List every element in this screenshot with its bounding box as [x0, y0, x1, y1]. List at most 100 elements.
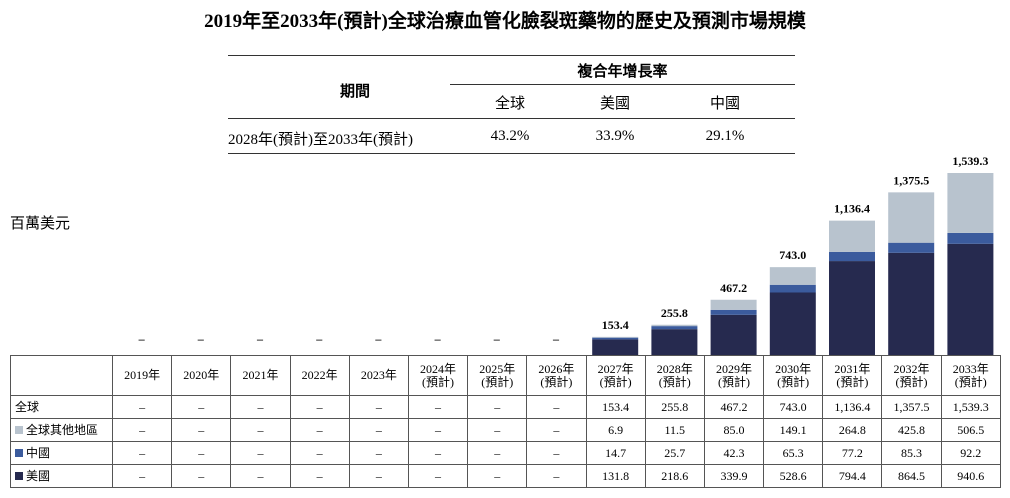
- value-cell: –: [289, 464, 350, 488]
- category-cell: 2030年 (預計): [763, 355, 824, 396]
- data-row: 全球其他地區 – – – – – – – –6.9 11.5 85.0 149.1 264.8 425.8…: [10, 418, 1001, 442]
- value-cell: 25.7: [644, 441, 705, 465]
- value-cell: –: [111, 418, 173, 442]
- value-cell: –: [230, 395, 291, 419]
- row-label: 美國: [26, 468, 51, 483]
- value-cell: –: [230, 464, 291, 488]
- value-cell: –: [526, 395, 587, 419]
- table-rule: [228, 153, 795, 154]
- category-cell: 2029年 (預計): [703, 355, 765, 396]
- category-cell: 2020年: [171, 355, 232, 396]
- bar-total-label: –: [493, 332, 501, 346]
- bar-segment: [947, 243, 994, 355]
- bar-segment: [651, 326, 698, 330]
- value-cell: 77.2: [822, 441, 883, 465]
- bar-segment: [592, 336, 639, 338]
- value-cell: 42.3: [703, 441, 765, 465]
- chart-title: 2019年至2033年(預計)全球治療血管化臉裂斑藥物的歷史及預測市場規模: [204, 11, 806, 32]
- value-cell: –: [111, 464, 173, 488]
- bar-total-label: 153.4: [602, 318, 629, 332]
- value-cell: –: [289, 395, 350, 419]
- legend-swatch: [15, 448, 23, 457]
- region-header: 美國: [599, 96, 630, 112]
- value-cell: –: [171, 395, 232, 419]
- bar-segment: [769, 284, 816, 293]
- bar-total-label: –: [138, 332, 146, 346]
- value-cell: 14.7: [585, 441, 646, 465]
- bar-segment: [769, 267, 816, 285]
- value-cell: –: [230, 418, 291, 442]
- bar-segment: [947, 232, 994, 244]
- bar-segment: [710, 309, 757, 315]
- row-label-cell: 全球其他地區: [10, 418, 113, 442]
- table-rule: [228, 118, 795, 119]
- row-label: 中國: [26, 445, 51, 460]
- value-cell: 149.1: [763, 418, 824, 442]
- bar-segment: [888, 192, 935, 243]
- region-header: 中國: [709, 96, 740, 112]
- category-cell: 2028年 (預計): [644, 355, 705, 396]
- cagr-value: 43.2%: [490, 128, 530, 144]
- value-cell: 1,539.3: [940, 395, 1001, 419]
- bar-segment: [592, 339, 639, 355]
- value-cell: –: [111, 395, 173, 419]
- corner-cell: [10, 355, 113, 396]
- value-cell: 264.8: [822, 418, 883, 442]
- bar-total-label: 255.8: [661, 306, 688, 320]
- category-cell: 2024年 (預計): [407, 355, 469, 396]
- table-rule: [450, 84, 795, 85]
- bar-total-label: 1,375.5: [893, 173, 929, 187]
- bar-segment: [710, 314, 757, 355]
- category-cell: 2027年 (預計): [585, 355, 646, 396]
- bar-segment: [829, 220, 875, 252]
- value-cell: 1,136.4: [822, 395, 883, 419]
- value-cell: –: [407, 418, 469, 442]
- value-cell: –: [171, 464, 232, 488]
- value-cell: 864.5: [881, 464, 942, 488]
- bar-total-label: –: [256, 332, 264, 346]
- period: 2028年(預計)至2033年(預計): [228, 132, 413, 148]
- value-cell: 65.3: [763, 441, 824, 465]
- value-cell: –: [407, 464, 469, 488]
- value-cell: 339.9: [703, 464, 765, 488]
- value-cell: –: [526, 441, 587, 465]
- data-table: 2019年 2020年 2021年 2022年 2023年 2024年 (預計) 2025年…: [10, 355, 1001, 488]
- row-label-cell: 中國: [10, 441, 113, 465]
- value-cell: 131.8: [585, 464, 646, 488]
- value-cell: –: [289, 441, 350, 465]
- value-cell: –: [407, 395, 469, 419]
- value-cell: 940.6: [940, 464, 1001, 488]
- value-cell: –: [348, 464, 409, 488]
- bar-total-label: 467.2: [720, 281, 747, 295]
- value-cell: 6.9: [585, 418, 646, 442]
- category-cell: 2025年 (預計): [467, 355, 528, 396]
- value-cell: –: [467, 441, 528, 465]
- value-cell: 255.8: [644, 395, 705, 419]
- cagr-value: 29.1%: [705, 128, 745, 144]
- value-cell: 92.2: [940, 441, 1001, 465]
- category-cell: 2019年: [111, 355, 173, 396]
- bar-total-label: –: [315, 332, 323, 346]
- value-cell: –: [171, 418, 232, 442]
- bar-segment: [651, 324, 698, 327]
- category-cell: 2023年: [348, 355, 409, 396]
- value-cell: –: [230, 441, 291, 465]
- value-cell: –: [171, 441, 232, 465]
- bar-segment: [829, 261, 875, 355]
- data-row: 美國 – – – – – – – –131.8 218.6 339.9 528.6 794.4 864.5…: [10, 464, 1001, 488]
- bar-total-label: –: [374, 332, 382, 346]
- bar-segment: [947, 173, 994, 233]
- row-label-cell: 全球: [10, 395, 113, 419]
- row-label: 全球其他地區: [26, 422, 99, 437]
- value-cell: 153.4: [585, 395, 646, 419]
- bar-segment: [888, 242, 935, 253]
- bar-segment: [769, 292, 816, 355]
- value-cell: –: [467, 395, 528, 419]
- bar-total-label: –: [197, 332, 205, 346]
- bar-segment: [592, 337, 639, 340]
- value-cell: –: [526, 464, 587, 488]
- value-cell: 11.5: [644, 418, 705, 442]
- bar-segment: [829, 251, 875, 262]
- value-cell: 218.6: [644, 464, 705, 488]
